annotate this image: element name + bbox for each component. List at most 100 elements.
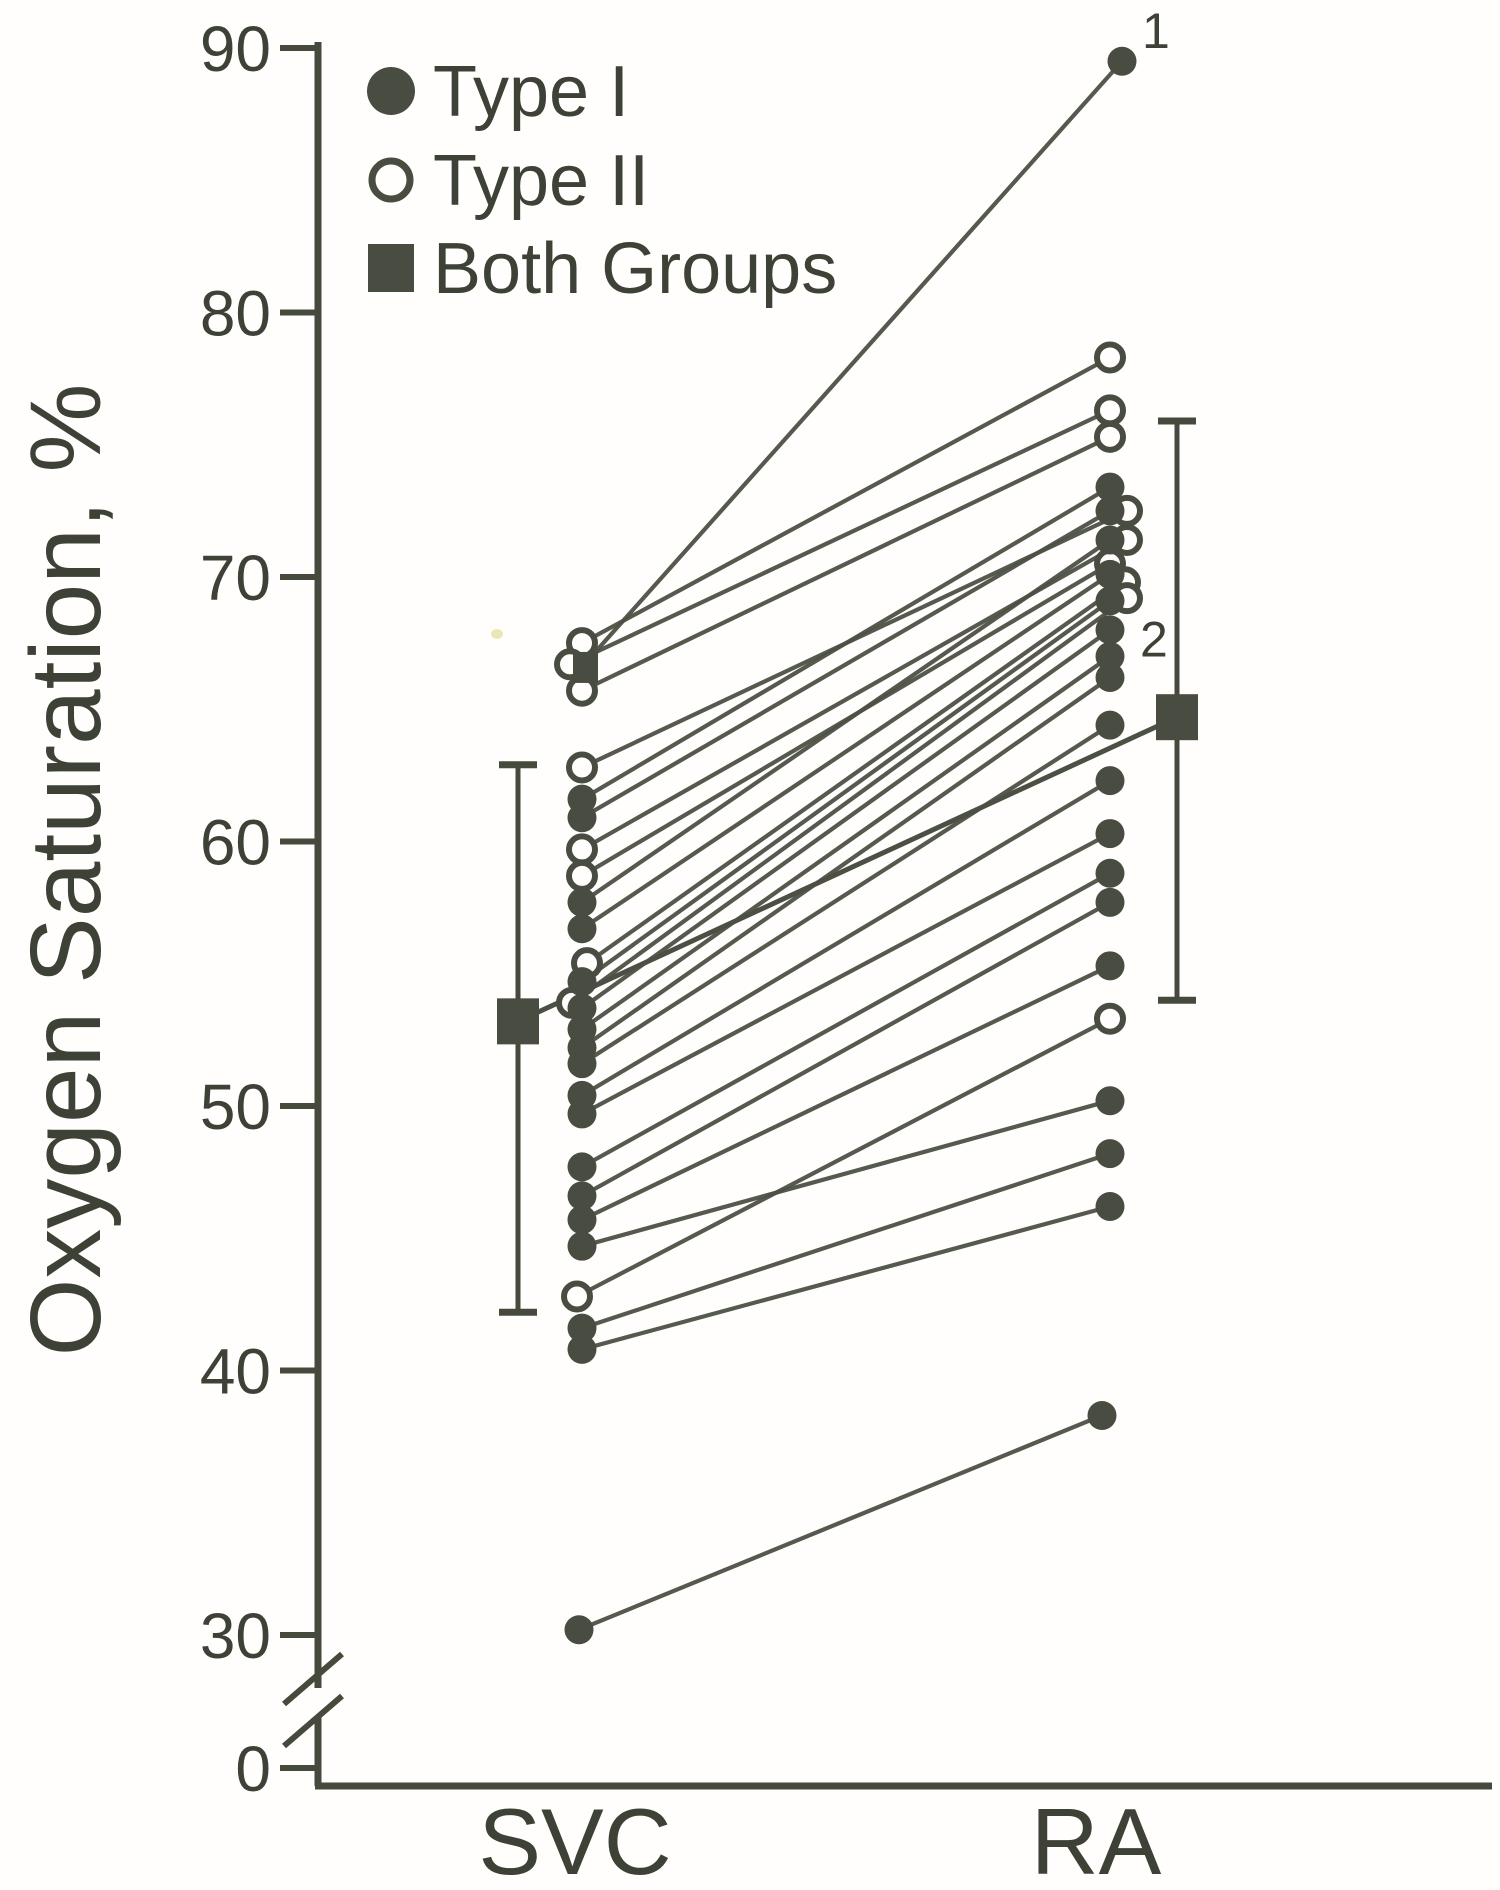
pair-line: [580, 871, 1112, 1169]
type-ii-markers: [554, 341, 1143, 1313]
data-point-type-i-svc: [567, 1313, 597, 1343]
legend-filled-square-icon: [368, 244, 414, 292]
data-point-type-i-svc: [567, 1099, 597, 1129]
annotation-2: 2: [1140, 611, 1168, 667]
data-point-type-i-ra: [1087, 1400, 1117, 1430]
pair-lines: [569, 59, 1129, 1632]
legend-label-3: Both Groups: [433, 229, 837, 309]
legend-filled-circle-icon: [367, 67, 415, 115]
pair-line: [580, 538, 1129, 852]
data-point-type-i-svc: [567, 1152, 597, 1182]
legend-label-1: Type I: [433, 52, 629, 132]
pair-line: [581, 434, 1111, 693]
data-point-type-ii-ra: [1094, 420, 1126, 453]
data-point-type-ii-ra: [1094, 1002, 1126, 1035]
ra-mean-square: [1156, 694, 1198, 741]
pair-line: [580, 561, 1112, 878]
y-tick-label-0: 0: [235, 1733, 271, 1805]
data-point-type-i-svc: [567, 887, 597, 917]
legend-open-circle-icon: [368, 157, 414, 203]
pair-line: [580, 628, 1112, 1010]
pair-line: [581, 1204, 1111, 1352]
annotation-1: 1: [1142, 3, 1170, 59]
data-point-type-i-ra: [1095, 1192, 1125, 1222]
y-tick-label-80: 80: [200, 278, 271, 350]
data-point-type-i-ra: [1095, 1086, 1125, 1116]
data-point-type-i-ra: [1095, 615, 1125, 645]
data-point-type-i-ra: [1095, 1139, 1125, 1169]
data-point-type-i-svc: [567, 1334, 597, 1364]
data-point-type-i-svc: [567, 914, 597, 944]
data-point-type-i-ra: [1095, 819, 1125, 849]
y-tick-label-50: 50: [200, 1071, 271, 1143]
data-point-type-ii-ra: [1094, 394, 1126, 427]
pair-line: [581, 508, 1128, 770]
svc-mean-square: [497, 998, 539, 1045]
data-point-type-i-svc: [567, 993, 597, 1023]
pair-line: [578, 1413, 1103, 1632]
pair-line: [585, 580, 1127, 965]
pair-line: [580, 59, 1124, 669]
legend-label-2: Type II: [433, 141, 649, 221]
scan-artifact-speck: [491, 629, 503, 639]
data-point-type-i-ra: [1095, 710, 1125, 740]
y-axis-title: Oxygen Saturation, %: [10, 384, 122, 1357]
data-point-square-svc: [573, 651, 598, 683]
data-point-type-i-svc: [567, 967, 597, 997]
pair-line: [581, 831, 1111, 1116]
data-point-type-i-ra: [1095, 766, 1125, 796]
data-point-type-i-svc: [567, 1049, 597, 1079]
x-category-label-svc: SVC: [478, 1789, 671, 1890]
y-axis-title-group: Oxygen Saturation, %: [10, 384, 122, 1357]
y-tick-label-40: 40: [200, 1336, 271, 1408]
y-axis: 90 80 70 60 50 40 30 0: [200, 13, 1492, 1805]
data-point-type-i-ra: [1095, 641, 1125, 671]
data-point-type-i-ra: [1095, 858, 1125, 888]
data-point-type-ii-svc: [566, 751, 598, 784]
annotations: 12: [1140, 3, 1170, 667]
pair-line: [580, 723, 1112, 1066]
pair-line: [580, 675, 1112, 1050]
data-point-type-i-ra: [1095, 496, 1125, 526]
pair-line: [581, 963, 1111, 1222]
pair-line: [581, 1098, 1111, 1249]
axis-break-slash-1: [282, 1651, 344, 1707]
y-tick-label-30: 30: [200, 1600, 271, 1672]
pair-line: [580, 599, 1112, 984]
data-point-type-i-svc: [567, 1231, 597, 1261]
data-point-type-ii-ra: [1094, 341, 1126, 374]
pair-line: [576, 1016, 1111, 1299]
data-point-type-i-ra: [1095, 472, 1125, 502]
pair-line: [569, 408, 1111, 667]
data-point-type-i-svc: [567, 803, 597, 833]
data-point-type-ii-svc: [566, 833, 598, 866]
pair-line: [580, 654, 1112, 1032]
pair-line: [570, 596, 1129, 1005]
x-axis-labels: SVC RA: [478, 1789, 1161, 1890]
data-point-type-i-ra: [1095, 525, 1125, 555]
data-point-type-i-ra: [1095, 559, 1125, 589]
data-point-type-i-svc: [564, 1615, 594, 1645]
y-tick-label-90: 90: [200, 13, 271, 85]
data-point-type-ii-svc: [561, 1280, 593, 1313]
y-tick-label-60: 60: [200, 807, 271, 879]
both-groups-mean-line: [516, 714, 1179, 1024]
data-point-type-i-svc: [567, 1205, 597, 1235]
pair-line: [581, 1151, 1111, 1331]
axis-break-slash-2: [282, 1693, 344, 1749]
data-point-type-i-ra: [1095, 663, 1125, 693]
pair-line: [581, 355, 1111, 645]
both-groups-mean-squares: [497, 694, 1198, 1045]
data-point-type-i-ra: [1095, 887, 1125, 917]
pair-line: [580, 572, 1112, 931]
data-point-type-i-svc: [567, 1181, 597, 1211]
data-point-type-ii-svc: [566, 859, 598, 892]
type-i-markers: [564, 46, 1137, 1645]
data-point-type-i-ra: [1095, 951, 1125, 981]
pair-line: [580, 778, 1112, 1098]
x-category-label-ra: RA: [1031, 1789, 1162, 1890]
artifacts: [491, 629, 503, 639]
